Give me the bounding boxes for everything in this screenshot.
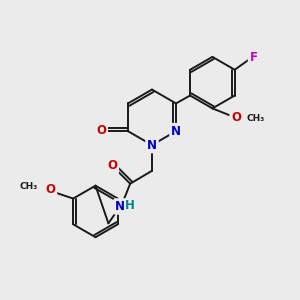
Text: CH₃: CH₃ [19, 182, 38, 191]
Text: N: N [171, 125, 181, 138]
Text: O: O [107, 159, 117, 172]
Text: O: O [231, 111, 241, 124]
Text: CH₃: CH₃ [246, 114, 264, 123]
Text: N: N [147, 139, 157, 152]
Text: F: F [250, 51, 257, 64]
Text: O: O [45, 183, 56, 196]
Text: O: O [96, 124, 106, 137]
Text: N: N [115, 200, 125, 213]
Text: H: H [125, 199, 135, 212]
